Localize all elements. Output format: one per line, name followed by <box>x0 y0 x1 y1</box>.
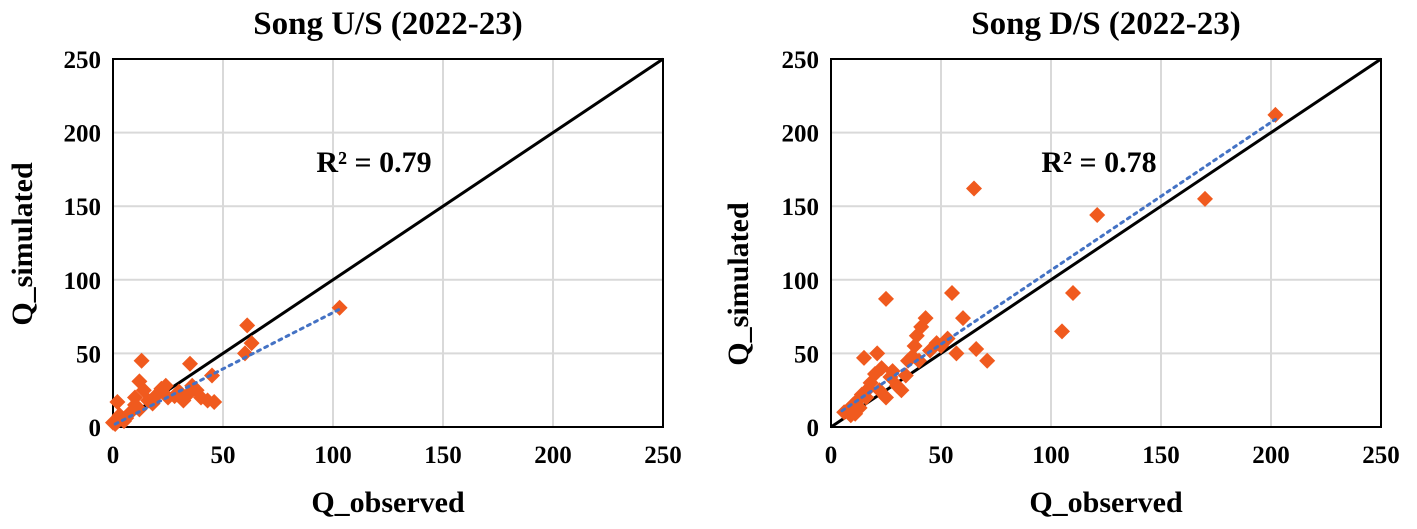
r-squared-annotation: R² = 0.78 <box>1041 146 1156 179</box>
data-point <box>1089 207 1106 224</box>
x-axis-label: Q_observed <box>1029 486 1183 519</box>
x-axis-label: Q_observed <box>311 486 465 519</box>
plot-frame <box>112 58 664 428</box>
x-tick-label: 50 <box>929 442 954 469</box>
data-point <box>1197 190 1213 207</box>
y-tick-label: 200 <box>782 121 820 148</box>
y-tick-label: 250 <box>782 47 820 74</box>
y-tick-label: 250 <box>64 47 102 74</box>
y-tick-label: 150 <box>782 194 820 221</box>
x-tick-label: 200 <box>534 442 572 469</box>
data-point <box>948 345 965 362</box>
data-point <box>968 340 985 357</box>
data-point <box>873 360 890 377</box>
data-point <box>109 393 126 410</box>
panel-song-ds: 0 50 100 150 200 250 0 50 100 150 200 250 Song D/S (… <box>722 6 1400 519</box>
y-tick-label: 50 <box>794 341 819 368</box>
y-tick-label: 150 <box>64 194 102 221</box>
data-point <box>237 345 253 362</box>
data-point <box>856 349 872 366</box>
data-point <box>955 310 971 327</box>
data-point <box>851 399 868 416</box>
y-tick-label: 200 <box>64 121 102 148</box>
data-point <box>127 389 143 406</box>
x-tick-label: 100 <box>1032 442 1070 469</box>
y-axis-label: Q_simulated <box>722 202 755 366</box>
panel-song-us: 0 50 100 150 200 250 0 50 100 150 200 250 Song U/S (… <box>6 6 682 519</box>
y-tick-label: 100 <box>64 268 102 295</box>
chart-title: Song U/S (2022-23) <box>253 6 523 42</box>
x-tick-label: 150 <box>1142 442 1180 469</box>
chart-title: Song D/S (2022-23) <box>971 6 1241 42</box>
data-point <box>239 317 256 334</box>
y-tick-label: 0 <box>807 415 820 442</box>
data-point <box>133 352 150 369</box>
x-tick-label: 150 <box>424 442 462 469</box>
data-point <box>979 352 996 369</box>
data-point <box>204 367 220 384</box>
data-point <box>917 310 934 327</box>
x-tick-label: 250 <box>644 442 682 469</box>
data-point <box>869 345 886 362</box>
data-point <box>1065 285 1081 302</box>
y-tick-label: 0 <box>89 415 102 442</box>
data-point <box>878 389 894 406</box>
y-tick-label: 100 <box>782 268 820 295</box>
x-tick-label: 50 <box>211 442 236 469</box>
trendline <box>840 117 1277 413</box>
x-tick-label: 0 <box>107 442 120 469</box>
one-to-one-line <box>112 57 664 429</box>
data-point <box>1054 323 1070 340</box>
data-point <box>157 377 174 394</box>
y-axis-label: Q_simulated <box>6 162 39 326</box>
data-point <box>878 290 894 307</box>
plot-frame <box>830 58 1382 428</box>
data-point <box>1267 106 1284 123</box>
data-point <box>893 382 910 399</box>
r-squared-annotation: R² = 0.79 <box>316 146 431 179</box>
x-tick-label: 250 <box>1362 442 1400 469</box>
x-tick-label: 200 <box>1252 442 1290 469</box>
data-point <box>944 285 960 302</box>
data-point <box>206 393 223 410</box>
x-tick-label: 0 <box>825 442 838 469</box>
data-point <box>182 355 198 372</box>
x-tick-label: 100 <box>314 442 352 469</box>
y-tick-label: 50 <box>76 341 101 368</box>
data-point <box>966 180 982 197</box>
trendline <box>113 307 342 426</box>
data-point <box>906 338 923 355</box>
one-to-one-line <box>830 57 1382 429</box>
data-point <box>243 335 260 352</box>
